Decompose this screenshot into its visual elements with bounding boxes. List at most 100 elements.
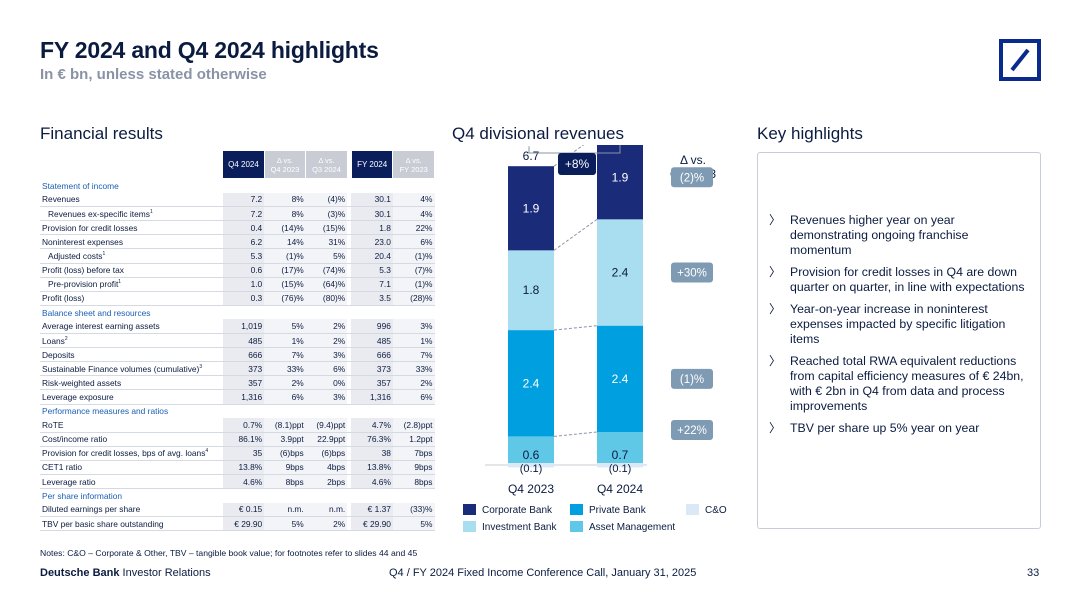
delta-label: +30%	[677, 268, 707, 280]
table-row: Provision for credit losses 0.4 (14)% (15)%…	[40, 220, 435, 236]
table-cell: 357	[351, 375, 393, 391]
chevron-right-icon: 〉	[769, 302, 782, 316]
bar-segment	[508, 250, 554, 331]
cell-gap	[347, 192, 352, 208]
row-label: Pre-provision profit1	[40, 277, 223, 292]
table-cell: (7)%	[392, 263, 435, 278]
legend-label: Investment Bank	[482, 522, 557, 533]
table-cell: 2bps	[305, 474, 348, 490]
highlight-item: 〉 TBV per share up 5% year on year	[769, 421, 1031, 436]
row-label: Leverage exposure	[40, 389, 223, 405]
table-header: Q4 2024 Δ vs. Q4 2023 Δ vs. Q3 2024 FY 2024…	[40, 150, 435, 179]
row-label-text: Diluted earnings per share	[42, 504, 141, 515]
cell-gap	[347, 446, 352, 461]
table-cell: 38	[351, 446, 393, 461]
row-label-text: Provision for credit losses, bps of avg.…	[42, 448, 206, 459]
table-cell: 5%	[392, 516, 435, 532]
row-label: CET1 ratio	[40, 460, 223, 475]
table-cell: 6%	[392, 234, 435, 250]
highlight-text: Reached total RWA equivalent reductions …	[790, 354, 1024, 413]
footnote-marker: 1	[118, 279, 122, 286]
row-label: Adjusted costs1	[40, 248, 223, 264]
row-label: Revenues ex-specific items1	[40, 206, 223, 222]
section-label: Performance measures and ratios	[42, 406, 169, 417]
row-label: Sustainable Finance volumes (cumulative)…	[40, 361, 223, 377]
table-cell: n.m.	[305, 502, 348, 518]
row-label-text: RoTE	[42, 419, 64, 430]
table-cell: 1.0	[222, 277, 265, 292]
header-gap	[347, 150, 352, 179]
table-cell: 6%	[305, 361, 348, 377]
table-row: Diluted earnings per share € 0.15 n.m. n.m.…	[40, 502, 435, 518]
footnote-marker: 2	[64, 335, 68, 342]
table-cell: 996	[351, 319, 393, 335]
delta-badge	[671, 368, 713, 389]
table-row: Deposits 666 7% 3% 666 7%	[40, 347, 435, 363]
row-label-text: CET1 ratio	[42, 462, 83, 473]
table-row: Adjusted costs1 5.3 (1)% 5% 20.4 (1)%	[40, 248, 435, 264]
column-header: Q4 2024	[222, 150, 265, 179]
table-cell: 23.0	[351, 234, 393, 250]
cell-gap	[347, 418, 352, 433]
table-cell: (64)%	[305, 277, 348, 292]
table-cell: 13.8%	[222, 460, 265, 475]
table-cell: 4%	[392, 206, 435, 222]
table-cell: 8bps	[264, 474, 306, 490]
bar-segment	[597, 325, 643, 432]
table-cell: 357	[222, 375, 265, 391]
connector-line	[553, 218, 598, 251]
table-row: Leverage exposure 1,316 6% 3% 1,316 6%	[40, 389, 435, 405]
table-cell: 3.5	[351, 291, 393, 306]
table-cell: 33%	[264, 361, 306, 377]
growth-label: +8%	[565, 157, 590, 171]
cell-gap	[347, 347, 352, 363]
section-row: Per share information	[40, 489, 435, 503]
table-cell: 1%	[264, 333, 306, 349]
cell-gap	[347, 319, 352, 335]
table-cell: 86.1%	[222, 432, 265, 447]
table-cell: 4.6%	[222, 474, 265, 490]
chevron-right-icon: 〉	[769, 265, 782, 279]
table-cell: (2.8)ppt	[392, 418, 435, 433]
column-header: Δ vs. Q3 2024	[305, 150, 348, 179]
footnote-marker: 3	[199, 363, 203, 370]
table-cell: 0.7%	[222, 418, 265, 433]
table-cell: (3)%	[305, 206, 348, 222]
table-cell: (14)%	[264, 220, 306, 236]
table-cell: 22.9ppt	[305, 432, 348, 447]
table-row: Average interest earning assets 1,019 5% 2%…	[40, 319, 435, 335]
bar-segment	[508, 436, 554, 463]
row-label: Leverage ratio	[40, 474, 223, 490]
table-cell: 33%	[392, 361, 435, 377]
row-label-text: Loans	[42, 335, 65, 346]
cell-gap	[347, 361, 352, 377]
table-cell: 76.3%	[351, 432, 393, 447]
table-row: Profit (loss) 0.3 (76)% (80)% 3.5 (28)%	[40, 291, 435, 306]
row-label-text: Pre-provision profit	[48, 279, 119, 290]
table-cell: (15)%	[305, 220, 348, 236]
table-cell: 4.6%	[351, 474, 393, 490]
delta-badge	[671, 419, 713, 440]
table-cell: 5%	[305, 248, 348, 264]
cell-gap	[347, 333, 352, 349]
growth-badge	[558, 153, 596, 175]
highlight-item: 〉 Provision for credit losses in Q4 are d…	[769, 265, 1031, 295]
legend-label: Asset Management	[589, 522, 675, 533]
table-body: Statement of income Revenues 7.2 8% (4)% 30.1…	[40, 179, 435, 532]
table-cell: 30.1	[351, 192, 393, 208]
table-cell: 6%	[392, 389, 435, 405]
footer-event: Q4 / FY 2024 Fixed Income Conference Cal…	[389, 567, 697, 579]
table-cell: 1,316	[222, 389, 265, 405]
table-cell: € 29.90	[222, 516, 265, 532]
data-label: 2.4	[523, 376, 540, 390]
row-label-text: Cost/income ratio	[42, 434, 108, 445]
row-label: Average interest earning assets	[40, 319, 223, 335]
divisional-revenues-chart: 0.6 2.4 1.8 1.9 (0.1) 6.7 Q4 2023 0.7 2.4 2.4 1.9 (…	[463, 145, 727, 533]
row-label: Provision for credit losses, bps of avg.…	[40, 446, 223, 461]
page-number: 33	[1027, 567, 1040, 579]
total-label: 6.7	[523, 149, 540, 163]
cell-gap	[347, 502, 352, 518]
highlight-text: TBV per share up 5% year on year	[790, 421, 980, 435]
section-row: Performance measures and ratios	[40, 404, 435, 418]
table-cell: 8bps	[392, 474, 435, 490]
